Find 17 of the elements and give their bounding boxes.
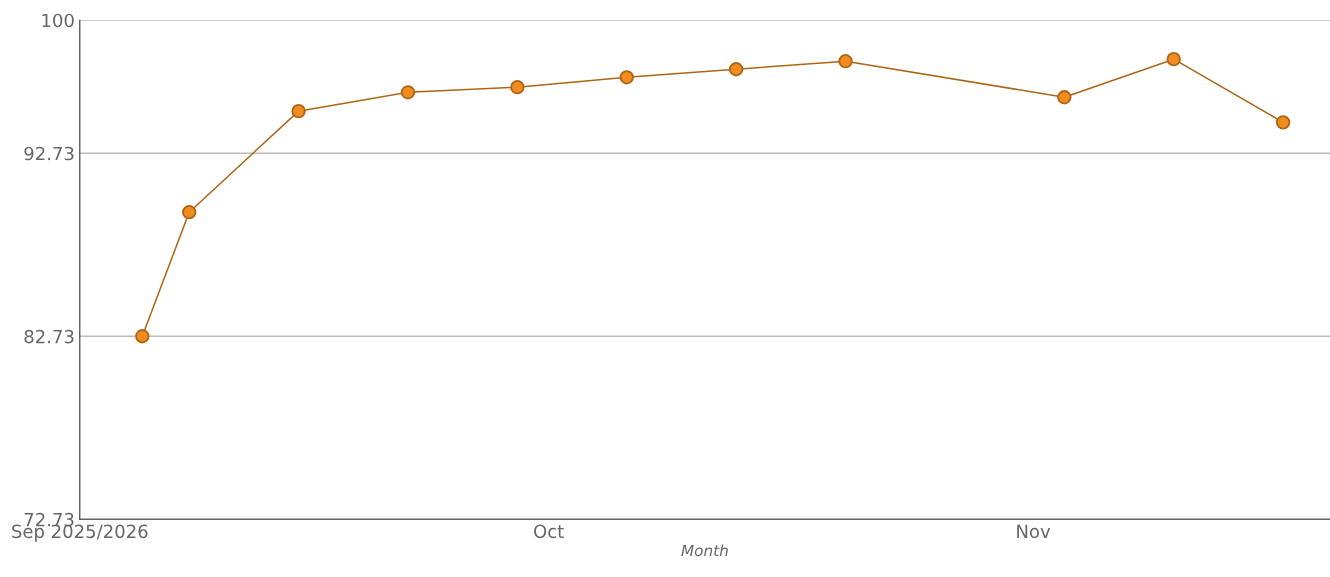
- x-tick-label: Nov: [1017, 524, 1051, 539]
- y-tick-label: 100: [42, 13, 74, 28]
- point: [291, 104, 306, 119]
- point: [135, 329, 150, 344]
- point: [1057, 90, 1072, 105]
- point: [1166, 52, 1181, 67]
- y-tick-label: 82.73: [24, 329, 74, 344]
- point: [510, 80, 525, 95]
- point: [838, 54, 853, 69]
- x-tick-label: Oct: [534, 524, 564, 539]
- y-tick-label: 92.73: [24, 146, 74, 161]
- point: [182, 205, 197, 220]
- x-axis-title: Month: [681, 544, 728, 557]
- point: [729, 62, 744, 77]
- point: [400, 85, 416, 100]
- point: [619, 70, 634, 85]
- point: [1275, 115, 1291, 130]
